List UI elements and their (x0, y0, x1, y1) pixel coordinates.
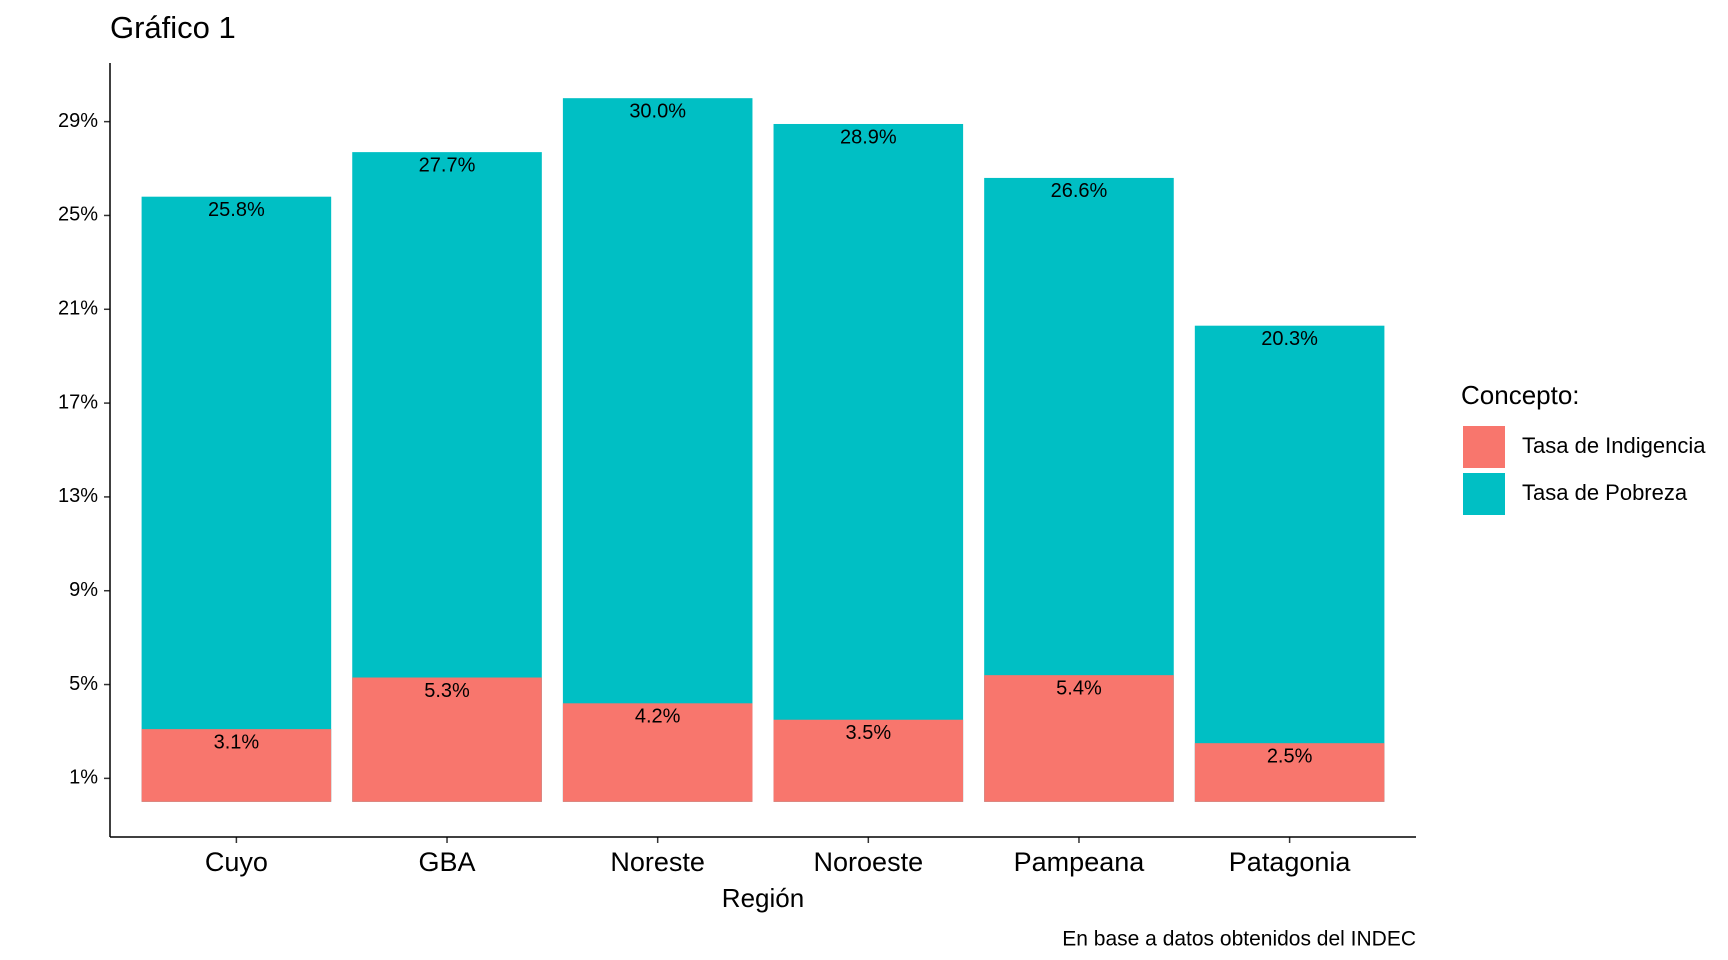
x-tick-label: Noroeste (814, 847, 924, 877)
caption: En base a datos obtenidos del INDEC (1062, 928, 1416, 951)
data-label: 2.5% (1267, 745, 1313, 767)
y-tick-label: 17% (58, 391, 98, 413)
data-label: 25.8% (208, 199, 265, 221)
y-tick-label: 13% (58, 485, 98, 507)
x-tick-label: Cuyo (205, 847, 268, 877)
legend-swatch (1463, 473, 1505, 515)
legend-title: Concepto: (1461, 380, 1580, 410)
bar (562, 703, 753, 802)
bar (773, 719, 964, 802)
data-label: 26.6% (1051, 180, 1108, 202)
y-tick-label: 1% (69, 767, 98, 789)
data-label: 5.4% (1056, 677, 1102, 699)
data-label: 3.1% (214, 731, 260, 753)
y-tick-label: 5% (69, 673, 98, 695)
x-tick-label: Patagonia (1229, 847, 1352, 877)
legend-label: Tasa de Indigencia (1522, 433, 1706, 458)
y-tick-label: 29% (58, 110, 98, 132)
y-tick-label: 21% (58, 298, 98, 320)
x-tick-label: GBA (419, 847, 476, 877)
chart-title: Gráfico 1 (110, 10, 236, 45)
bar (352, 677, 542, 802)
legend-label: Tasa de Pobreza (1522, 480, 1688, 505)
bar (1194, 743, 1385, 802)
data-label: 28.9% (840, 126, 897, 148)
x-tick-label: Noreste (610, 847, 705, 877)
data-label: 27.7% (419, 154, 476, 176)
data-label: 20.3% (1261, 328, 1318, 350)
data-label: 3.5% (846, 722, 892, 744)
y-tick-label: 9% (69, 579, 98, 601)
bar (773, 123, 964, 802)
bar (984, 675, 1174, 802)
data-label: 4.2% (635, 706, 681, 728)
legend-swatch (1463, 426, 1505, 468)
y-tick-label: 25% (58, 204, 98, 226)
data-label: 5.3% (424, 680, 470, 702)
x-axis-title: Región (722, 883, 804, 913)
x-tick-label: Pampeana (1014, 847, 1146, 877)
bar (141, 729, 332, 802)
bar (562, 98, 753, 802)
bar (141, 196, 332, 802)
bar (1194, 325, 1385, 802)
data-label: 30.0% (629, 100, 686, 122)
